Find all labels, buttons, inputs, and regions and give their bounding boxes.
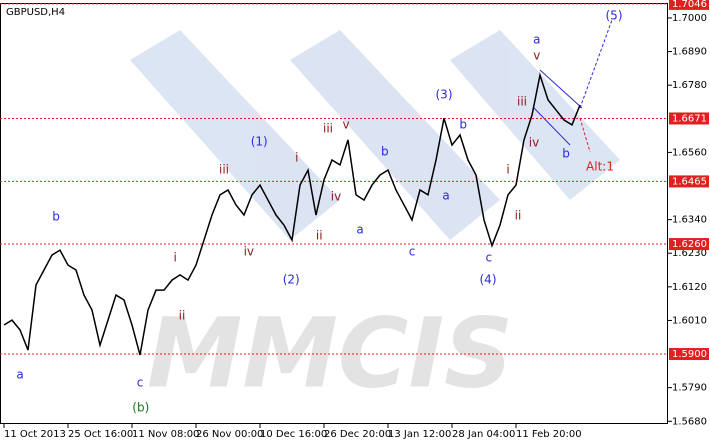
wave-label: (2): [283, 273, 300, 287]
wave-label: (5): [606, 8, 623, 22]
price-line: [3, 72, 581, 356]
x-tick-label: 28 Jan 04:00: [452, 429, 515, 440]
wave-label: b: [459, 117, 467, 131]
wave-label: c: [137, 376, 144, 390]
wave-label: ii: [179, 309, 186, 323]
y-tick-label: 1.6560: [672, 147, 707, 158]
wave-label: (3): [436, 87, 453, 101]
wave-label: a: [16, 368, 23, 382]
wave-label: v: [533, 48, 540, 62]
chart-title: GBPUSD,H4: [6, 7, 65, 18]
x-tick-label: 11 Feb 20:00: [516, 429, 582, 440]
wave-label: (1): [251, 135, 268, 149]
wave-label: Alt:1: [586, 160, 614, 174]
x-tick-label: 26 Dec 20:00: [324, 429, 391, 440]
watermark-logo: [130, 30, 620, 240]
channel-lines: [533, 69, 583, 146]
wave-label: iii: [219, 163, 229, 177]
wave-label: c: [485, 251, 492, 265]
y-tick-label: 1.6010: [672, 315, 707, 326]
projection-line: [579, 19, 613, 109]
x-tick-label: 11 Oct 2013: [4, 429, 66, 440]
wave-label: a: [356, 222, 363, 236]
wave-label: ii: [316, 229, 323, 243]
level-label-box: [669, 0, 709, 10]
wave-label: b: [52, 210, 60, 224]
wave-label: a: [442, 189, 449, 203]
wave-label: ii: [515, 208, 522, 222]
y-tick-label: 1.6890: [672, 47, 707, 58]
wave-label: i: [506, 163, 509, 177]
x-tick-label: 26 Nov 00:00: [196, 429, 263, 440]
level-label: 1.5900: [672, 349, 707, 360]
wave-label: iv: [331, 190, 341, 204]
wave-label: i: [295, 150, 298, 164]
level-label-box: [669, 175, 709, 188]
x-tick-label: 13 Jan 12:00: [388, 429, 451, 440]
level-label: 1.6260: [672, 239, 707, 250]
wave-label: iv: [244, 244, 254, 258]
wave-label: i: [174, 251, 177, 265]
y-tick-label: 1.5790: [672, 383, 707, 394]
level-label: 1.6465: [672, 176, 707, 187]
y-tick-label: 1.6780: [672, 80, 707, 91]
x-tick-label: 25 Oct 16:00: [68, 429, 133, 440]
wave-label: (b): [132, 401, 149, 415]
alt-projection-line: [579, 117, 591, 153]
y-tick-label: 1.5680: [672, 416, 707, 427]
y-tick-label: 1.6340: [672, 215, 707, 226]
wave-label: iv: [529, 135, 539, 149]
wave-label: a: [533, 32, 540, 46]
wave-label: (4): [480, 273, 497, 287]
x-tick-label: 10 Dec 16:00: [260, 429, 327, 440]
x-tick-label: 11 Nov 08:00: [132, 429, 199, 440]
wave-label: iii: [517, 94, 527, 108]
level-label: 1.6671: [672, 113, 707, 124]
y-tick-label: 1.6120: [672, 282, 707, 293]
level-label-box: [669, 238, 709, 251]
y-tick-label: 1.7000: [672, 13, 707, 24]
y-tick-label: 1.6230: [672, 248, 707, 259]
watermark-text: MMCIS: [147, 297, 513, 409]
wave-label: b: [562, 146, 570, 160]
level-label: 1.7046: [672, 0, 707, 10]
wave-label: iii: [323, 121, 333, 135]
wave-label: b: [381, 145, 389, 159]
level-label-box: [669, 112, 709, 125]
wave-label: v: [342, 117, 349, 131]
level-label-box: [669, 348, 709, 361]
wave-label: c: [409, 244, 416, 258]
